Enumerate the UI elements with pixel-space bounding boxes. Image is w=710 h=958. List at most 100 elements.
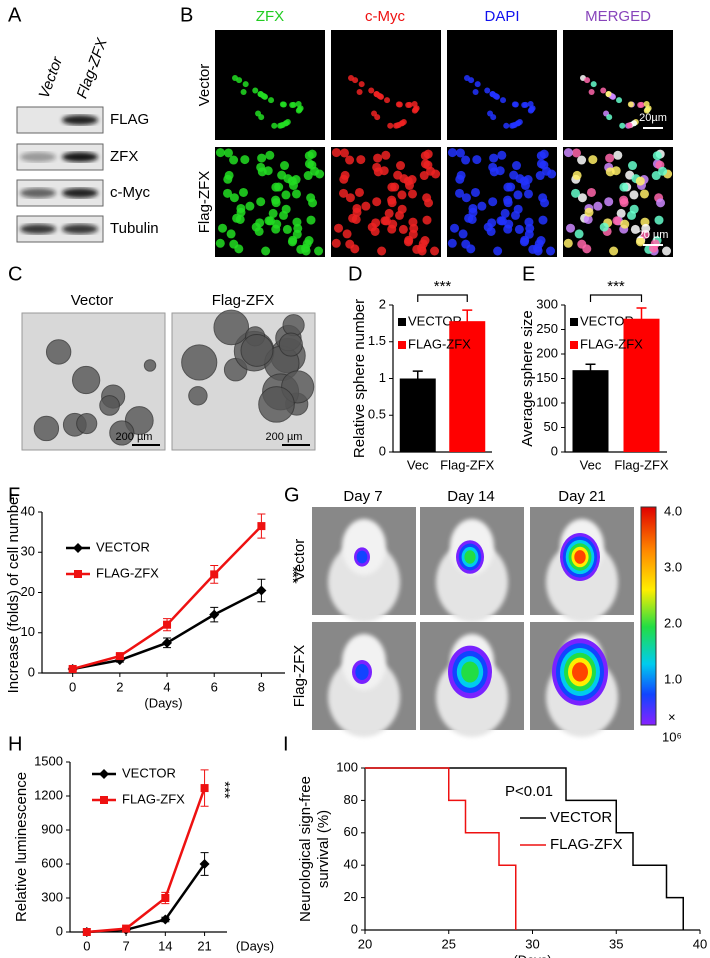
cell (511, 101, 518, 108)
x-tick-label: Flag-ZFX (614, 457, 669, 472)
x-tick-label: Vec (580, 457, 602, 472)
legend-swatch (398, 318, 406, 326)
significance: *** (607, 278, 625, 295)
cell (466, 244, 476, 254)
cell (373, 91, 380, 98)
cell (252, 87, 259, 94)
cell (356, 155, 366, 165)
marker (82, 928, 91, 936)
sphere (76, 412, 98, 435)
cell (577, 155, 587, 165)
column-header: Day 21 (558, 488, 606, 505)
axis (41, 512, 285, 674)
survival-curve (365, 767, 517, 930)
cell (612, 216, 622, 226)
cell (424, 198, 434, 208)
cell (447, 148, 457, 158)
cell (403, 237, 413, 247)
cell (606, 114, 613, 121)
cell (256, 197, 266, 207)
cell (339, 188, 349, 198)
legend-swatch (570, 318, 578, 326)
significance-bracket (589, 294, 643, 302)
cell (397, 204, 407, 214)
cell (358, 81, 365, 88)
cell (242, 81, 249, 88)
cell (630, 224, 640, 234)
cell (406, 101, 413, 108)
sphere (213, 309, 250, 346)
sphere (181, 344, 218, 381)
significance: *** (434, 278, 452, 295)
cell (293, 223, 303, 233)
cell (495, 166, 505, 176)
cell (350, 244, 360, 254)
cell (373, 153, 383, 163)
y-axis-label: Average sphere size (519, 310, 536, 446)
cell (229, 193, 239, 203)
cell (223, 148, 233, 158)
cell (287, 176, 297, 186)
cell (590, 81, 597, 88)
cell (281, 204, 291, 214)
cell (416, 243, 426, 253)
cell (374, 114, 381, 121)
legend-label: FLAG-ZFX (96, 565, 159, 580)
cell (272, 219, 282, 229)
cell (488, 197, 498, 207)
x-tick-label: 14 (158, 938, 172, 953)
cell (503, 122, 510, 129)
sphere (109, 420, 135, 446)
blot-band (62, 115, 98, 125)
cell (388, 219, 398, 229)
cell (278, 122, 285, 129)
blot-label: c-Myc (110, 184, 150, 201)
cell (599, 222, 609, 232)
x-tick-label: 35 (609, 936, 623, 951)
sphere (72, 365, 101, 395)
cell (540, 198, 550, 208)
error-bar (636, 307, 647, 330)
marker (163, 620, 172, 629)
lane-label: Flag-ZFX (74, 35, 112, 100)
cell (245, 201, 255, 211)
cell (265, 150, 275, 160)
blot-label: FLAG (110, 111, 149, 128)
cell (467, 214, 477, 224)
sphere (188, 386, 208, 406)
cell (229, 155, 239, 165)
panel-label: C (8, 263, 22, 285)
y-axis-label: survival (%) (315, 810, 332, 888)
cell (236, 77, 243, 84)
cell (306, 215, 316, 225)
y-tick-label: 300 (41, 889, 63, 904)
cell (535, 171, 545, 181)
marker (162, 637, 173, 648)
y-tick-label: 2 (379, 296, 386, 311)
marker (160, 914, 171, 925)
cell (571, 148, 581, 158)
cell (627, 101, 634, 108)
cell (477, 201, 487, 211)
cell (394, 122, 401, 129)
cell (387, 122, 394, 129)
cell (283, 120, 290, 127)
cell (652, 151, 662, 161)
panel-label: A (8, 4, 22, 26)
marker (161, 894, 170, 902)
cell (611, 166, 621, 176)
column-header: c-Myc (365, 8, 405, 25)
cell (489, 91, 496, 98)
cell (377, 246, 387, 256)
cell (600, 87, 607, 94)
cell (340, 170, 350, 180)
sphere (99, 395, 120, 416)
cell (584, 207, 594, 217)
colorbar-label: 2.0 (664, 615, 682, 630)
y-tick-label: 20 (344, 889, 358, 904)
cell (367, 222, 377, 232)
blot-band (62, 224, 98, 234)
y-tick-label: 1.5 (368, 333, 386, 348)
cell (361, 201, 371, 211)
colorbar-unit: × (668, 709, 676, 724)
